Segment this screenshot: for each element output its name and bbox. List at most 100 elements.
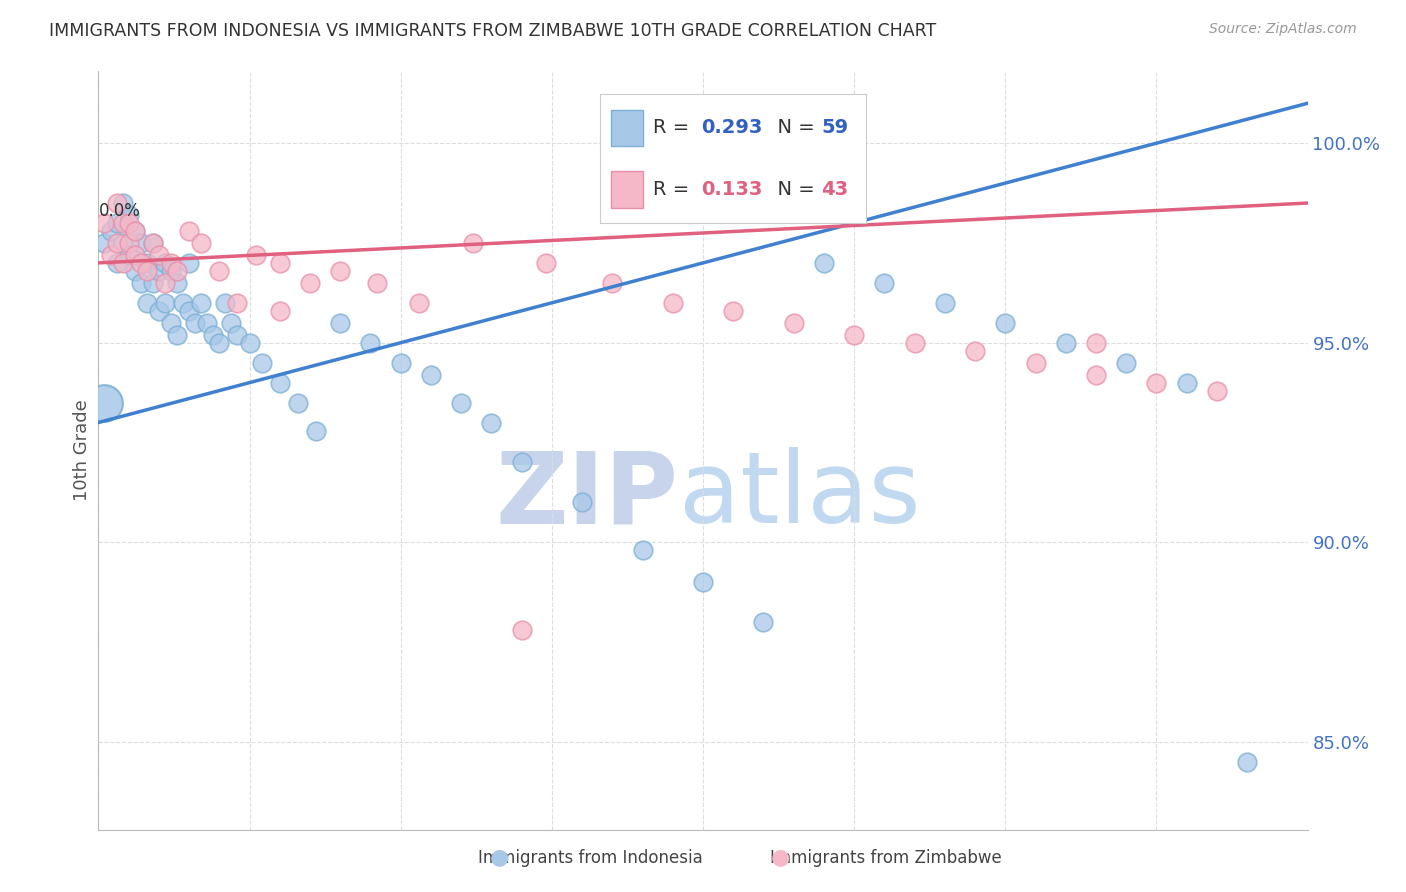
Point — [1085, 368, 1108, 382]
Point — [148, 248, 170, 262]
Point — [287, 395, 309, 409]
Point — [160, 316, 183, 330]
Point — [510, 623, 533, 637]
Point — [420, 368, 443, 382]
Point — [100, 248, 122, 262]
Point — [93, 395, 115, 409]
Point — [250, 356, 273, 370]
Point — [100, 224, 122, 238]
Point — [269, 303, 291, 318]
Point — [208, 264, 231, 278]
Point — [571, 495, 593, 509]
Point — [408, 295, 430, 310]
Point — [1085, 335, 1108, 350]
Point — [221, 316, 243, 330]
Point — [166, 327, 188, 342]
Point — [195, 316, 218, 330]
Point — [239, 335, 262, 350]
Point — [179, 303, 201, 318]
Point — [208, 335, 231, 350]
Point — [631, 543, 654, 558]
Point — [93, 216, 115, 230]
Point — [299, 276, 322, 290]
Point — [752, 615, 775, 629]
Point — [602, 276, 624, 290]
Point — [965, 343, 987, 358]
Point — [111, 235, 134, 250]
Point — [873, 276, 896, 290]
Point — [1236, 755, 1258, 769]
Point — [135, 256, 157, 270]
Point — [124, 248, 146, 262]
Point — [142, 235, 165, 250]
Point — [111, 196, 134, 211]
Point — [118, 216, 141, 230]
Point — [1206, 384, 1229, 398]
Point — [329, 264, 352, 278]
Point — [190, 295, 212, 310]
Point — [153, 276, 176, 290]
Point — [692, 575, 714, 590]
Point — [105, 196, 128, 211]
Point — [813, 256, 835, 270]
Point — [510, 455, 533, 469]
Point — [160, 264, 183, 278]
Point — [1144, 376, 1167, 390]
Point — [844, 327, 866, 342]
Point — [93, 235, 115, 250]
Point — [124, 224, 146, 238]
Point — [934, 295, 956, 310]
Point — [190, 235, 212, 250]
Point — [202, 327, 225, 342]
Point — [994, 316, 1017, 330]
Point — [269, 256, 291, 270]
Point — [179, 256, 201, 270]
Y-axis label: 10th Grade: 10th Grade — [73, 400, 91, 501]
Point — [214, 295, 236, 310]
Point — [153, 256, 176, 270]
Point — [245, 248, 267, 262]
Point — [111, 256, 134, 270]
Point — [166, 264, 188, 278]
Point — [1024, 356, 1046, 370]
Point — [172, 295, 194, 310]
Point — [148, 303, 170, 318]
Point — [226, 327, 249, 342]
Point — [184, 316, 207, 330]
Point — [124, 224, 146, 238]
Point — [166, 276, 188, 290]
Point — [129, 256, 152, 270]
Text: ZIP: ZIP — [496, 448, 679, 544]
Text: Immigrants from Indonesia: Immigrants from Indonesia — [478, 849, 703, 867]
Point — [105, 256, 128, 270]
Point — [904, 335, 927, 350]
Point — [129, 276, 152, 290]
Point — [463, 235, 485, 250]
Point — [105, 216, 128, 230]
Text: Immigrants from Zimbabwe: Immigrants from Zimbabwe — [770, 849, 1001, 867]
Point — [723, 303, 745, 318]
Point — [1115, 356, 1137, 370]
Text: 0.0%: 0.0% — [98, 202, 141, 219]
Text: atlas: atlas — [679, 448, 921, 544]
Point — [1175, 376, 1198, 390]
Point — [1054, 335, 1077, 350]
Text: ●: ● — [489, 847, 509, 867]
Text: ●: ● — [770, 847, 790, 867]
Point — [160, 256, 183, 270]
Point — [105, 235, 128, 250]
Point — [124, 264, 146, 278]
Point — [129, 235, 152, 250]
Point — [179, 224, 201, 238]
Point — [450, 395, 472, 409]
Point — [534, 256, 557, 270]
Point — [148, 264, 170, 278]
Point — [481, 416, 503, 430]
Point — [118, 235, 141, 250]
Text: IMMIGRANTS FROM INDONESIA VS IMMIGRANTS FROM ZIMBABWE 10TH GRADE CORRELATION CHA: IMMIGRANTS FROM INDONESIA VS IMMIGRANTS … — [49, 22, 936, 40]
Point — [142, 235, 165, 250]
Point — [226, 295, 249, 310]
Point — [111, 216, 134, 230]
Point — [305, 424, 328, 438]
Point — [661, 295, 683, 310]
